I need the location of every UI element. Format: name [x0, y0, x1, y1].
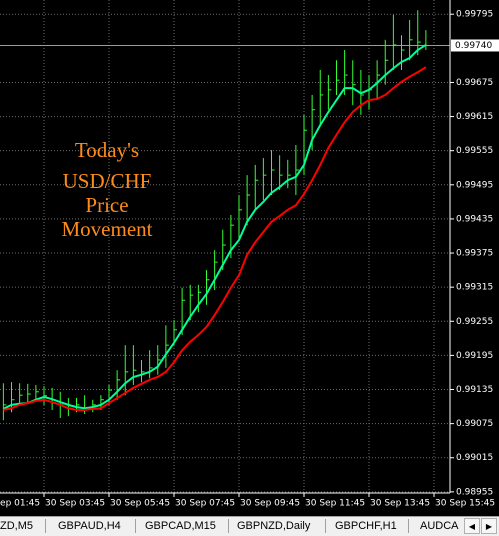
tab-separator — [325, 519, 326, 533]
moving-average-line — [2, 44, 427, 410]
tab-separator — [228, 519, 229, 533]
x-tick-label: 30 Sep 07:45 — [175, 499, 235, 509]
y-tick-label: 0.98955 — [456, 487, 493, 497]
annotation-line: Price — [85, 193, 128, 217]
x-tick-label: 30 Sep 09:45 — [240, 499, 300, 509]
annotation-line: Today's — [75, 138, 139, 162]
y-tick-label: 0.99195 — [456, 351, 493, 361]
y-tick-label: 0.99075 — [456, 419, 493, 429]
chart-tab[interactable]: GBPNZD,Daily — [237, 520, 311, 532]
y-tick-label: 0.99555 — [456, 146, 493, 156]
y-tick-label: 0.99375 — [456, 249, 493, 259]
plot-area — [2, 10, 429, 421]
chart-tab[interactable]: GBPAUD,H4 — [58, 520, 121, 532]
y-tick-label: 0.99495 — [456, 180, 493, 190]
x-tick-label: 30 Sep 01:45 — [0, 499, 40, 509]
tab-separator — [45, 519, 46, 533]
y-tick-label: 0.99015 — [456, 453, 493, 463]
chart-tab[interactable]: ZD,M5 — [0, 520, 33, 532]
y-tick-label: 0.99615 — [456, 112, 493, 122]
scroll-left[interactable]: ◀ — [464, 518, 480, 534]
x-tick-label: 30 Sep 13:45 — [370, 499, 430, 509]
annotation-line: USD/CHF — [63, 169, 152, 193]
chart-tab[interactable]: AUDCA — [420, 520, 459, 532]
chart-tab[interactable]: GBPCHF,H1 — [335, 520, 397, 532]
scroll-right[interactable]: ▶ — [481, 518, 497, 534]
y-tick-label: 0.99135 — [456, 385, 493, 395]
moving-average-line — [3, 66, 427, 411]
x-tick-label: 30 Sep 11:45 — [305, 499, 365, 509]
grid — [0, 0, 450, 493]
chart: 0.99795 0.99675 0.99615 0.99555 0.99495 0.994… — [0, 0, 499, 516]
annotation-line: Movement — [62, 217, 153, 241]
tab-bar: AUDCA GBPCHF,H1 GBPNZD,Daily GBPCAD,M15 GBPA… — [0, 516, 499, 536]
chart-background — [0, 0, 499, 516]
tab-separator — [135, 519, 136, 533]
axes: 0.99795 0.99675 0.99615 0.99555 0.99495 0.994… — [0, 10, 499, 509]
y-tick-label: 0.99795 — [456, 10, 493, 20]
tab-separator — [408, 519, 409, 533]
x-tick-label: 30 Sep 15:45 — [435, 499, 495, 509]
y-tick-label: 0.99255 — [456, 317, 493, 327]
y-tick-label: 0.99435 — [456, 214, 493, 224]
chart-tab[interactable]: GBPCAD,M15 — [145, 520, 216, 532]
annotation: Today's USD/CHF Price Movement — [62, 138, 153, 241]
y-tick-label: 0.99315 — [456, 283, 493, 293]
current-price-box — [451, 39, 499, 52]
x-tick-label: 30 Sep 03:45 — [45, 499, 105, 509]
current-price-label: 0.99740 — [455, 41, 492, 51]
x-tick-label: 30 Sep 05:45 — [110, 499, 170, 509]
y-tick-label: 0.99675 — [456, 78, 493, 88]
